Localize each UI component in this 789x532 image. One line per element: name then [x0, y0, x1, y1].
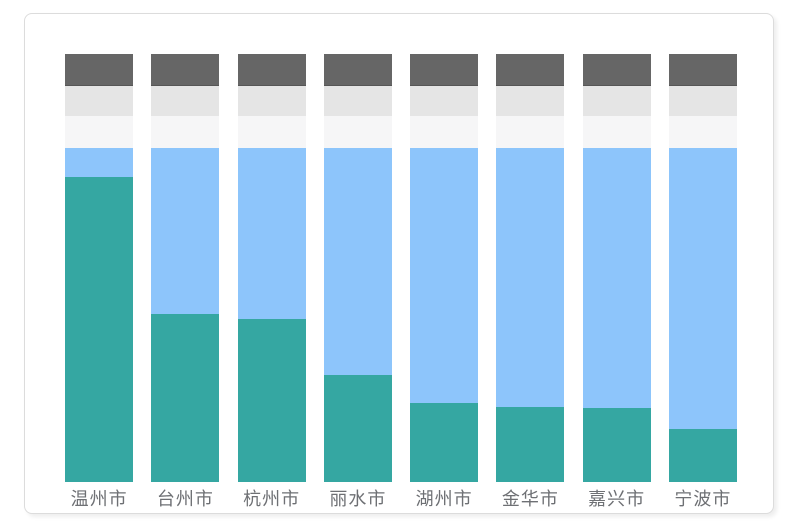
bar-segment-blue[interactable] [410, 148, 479, 403]
bar-segment-dark-gray[interactable] [237, 54, 306, 86]
bar-segment-teal[interactable] [237, 319, 306, 482]
bar-segment-blue[interactable] [323, 148, 392, 375]
bar-segment-teal[interactable] [410, 403, 479, 482]
bar-segment-dark-gray[interactable] [323, 54, 392, 86]
bar-segment-pale-gray[interactable] [410, 116, 479, 148]
bar-segment-pale-gray[interactable] [668, 116, 737, 148]
bar-segment-blue[interactable] [65, 148, 134, 177]
bar-segment-light-gray[interactable] [151, 86, 220, 116]
bar-segment-dark-gray[interactable] [65, 54, 134, 86]
stacked-bar-金华市 [496, 54, 565, 482]
bar-segment-blue[interactable] [582, 148, 651, 408]
x-axis-label: 金华市 [501, 489, 559, 509]
bar-slot [142, 54, 228, 482]
bar-segment-teal[interactable] [65, 177, 134, 482]
bar-segment-blue[interactable] [668, 148, 737, 429]
stacked-bar-台州市 [151, 54, 220, 482]
x-axis-label: 嘉兴市 [588, 489, 646, 509]
stacked-bar-湖州市 [410, 54, 479, 482]
bar-segment-blue[interactable] [237, 148, 306, 319]
x-axis-label: 宁波市 [674, 489, 732, 509]
bar-segment-light-gray[interactable] [237, 86, 306, 116]
stacked-bar-chart: 温州市 台州市 杭州市 丽水市 湖州市 金华市 嘉兴市 宁波市 [56, 54, 746, 510]
x-axis-label: 台州市 [156, 489, 214, 509]
bar-segment-dark-gray[interactable] [496, 54, 565, 86]
bar-segment-dark-gray[interactable] [582, 54, 651, 86]
bar-segment-pale-gray[interactable] [323, 116, 392, 148]
stacked-bar-杭州市 [237, 54, 306, 482]
bar-segment-pale-gray[interactable] [582, 116, 651, 148]
bar-segment-teal[interactable] [582, 408, 651, 482]
bar-slot [487, 54, 573, 482]
bar-slot [229, 54, 315, 482]
bar-segment-pale-gray[interactable] [237, 116, 306, 148]
x-axis-label: 杭州市 [243, 489, 301, 509]
bar-segment-teal[interactable] [151, 314, 220, 482]
bar-segment-pale-gray[interactable] [65, 116, 134, 148]
stacked-bar-丽水市 [323, 54, 392, 482]
bar-slot [660, 54, 746, 482]
bar-slot [401, 54, 487, 482]
bar-segment-light-gray[interactable] [323, 86, 392, 116]
x-axis-labels: 温州市 台州市 杭州市 丽水市 湖州市 金华市 嘉兴市 宁波市 [56, 488, 746, 510]
bar-slot [574, 54, 660, 482]
bar-segment-teal[interactable] [496, 407, 565, 482]
stacked-bar-宁波市 [668, 54, 737, 482]
bar-segment-pale-gray[interactable] [496, 116, 565, 148]
bar-segment-light-gray[interactable] [582, 86, 651, 116]
bar-segment-teal[interactable] [668, 429, 737, 482]
x-axis-label: 丽水市 [329, 489, 387, 509]
bar-segment-dark-gray[interactable] [410, 54, 479, 86]
x-axis-label: 湖州市 [415, 489, 473, 509]
bar-segment-pale-gray[interactable] [151, 116, 220, 148]
bar-slot [56, 54, 142, 482]
bar-segment-dark-gray[interactable] [151, 54, 220, 86]
bar-segment-light-gray[interactable] [668, 86, 737, 116]
bar-segment-light-gray[interactable] [410, 86, 479, 116]
x-axis-label: 温州市 [70, 489, 128, 509]
bars-row [56, 54, 746, 482]
bar-segment-blue[interactable] [151, 148, 220, 314]
stacked-bar-嘉兴市 [582, 54, 651, 482]
bar-slot [315, 54, 401, 482]
bar-segment-blue[interactable] [496, 148, 565, 407]
bar-segment-teal[interactable] [323, 375, 392, 482]
bar-segment-dark-gray[interactable] [668, 54, 737, 86]
chart-card: 温州市 台州市 杭州市 丽水市 湖州市 金华市 嘉兴市 宁波市 [24, 13, 774, 514]
bar-segment-light-gray[interactable] [496, 86, 565, 116]
stacked-bar-温州市 [65, 54, 134, 482]
bar-segment-light-gray[interactable] [65, 86, 134, 116]
